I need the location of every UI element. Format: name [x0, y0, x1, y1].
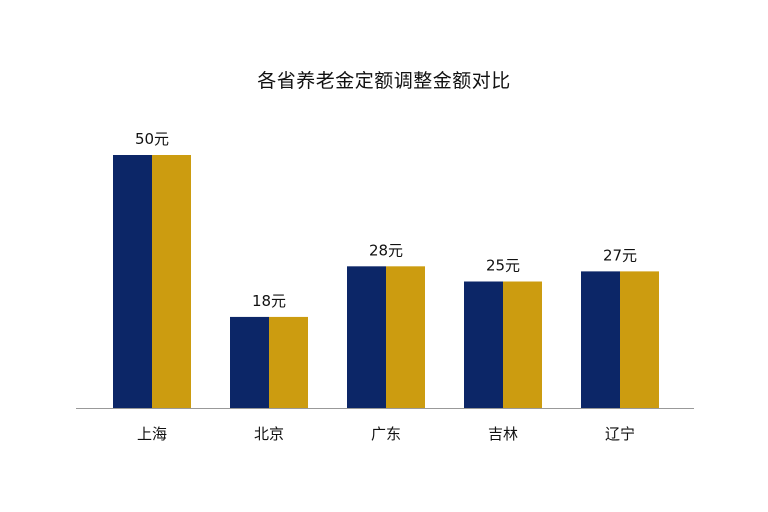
bar-left-half-2 — [230, 316, 269, 408]
data-label-5: 27元 — [603, 246, 637, 264]
bar-right-half-4 — [503, 281, 542, 408]
bar-right-half-5 — [620, 271, 659, 408]
bar-left-half-1 — [113, 155, 152, 408]
bar-right-half-1 — [152, 155, 191, 408]
bar-right-half-3 — [386, 266, 425, 408]
data-label-2: 18元 — [252, 292, 286, 310]
category-label-1: 上海 — [137, 425, 167, 443]
chart-title: 各省养老金定额调整金额对比 — [257, 70, 511, 92]
category-label-4: 吉林 — [488, 425, 518, 443]
data-label-4: 25元 — [486, 257, 520, 275]
category-label-5: 辽宁 — [605, 425, 635, 443]
data-label-3: 28元 — [369, 241, 403, 259]
data-label-1: 50元 — [135, 130, 169, 148]
bar-right-half-2 — [269, 316, 308, 408]
category-label-2: 北京 — [254, 425, 284, 443]
bar-left-half-5 — [581, 271, 620, 408]
bar-left-half-4 — [464, 281, 503, 408]
category-label-3: 广东 — [371, 425, 401, 443]
bar-left-half-3 — [347, 266, 386, 408]
